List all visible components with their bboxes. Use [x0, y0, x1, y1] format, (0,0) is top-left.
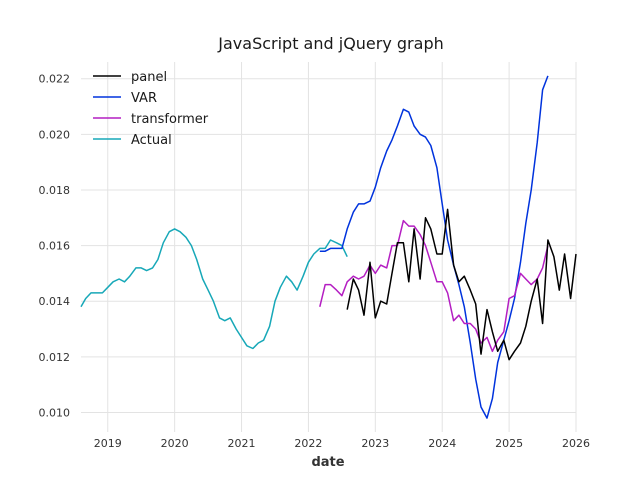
- legend-label: transformer: [131, 112, 209, 127]
- legend: panel VAR transformer Actual: [93, 70, 209, 148]
- series-line-transformer: [319, 219, 549, 353]
- x-tick-label: 2024: [428, 437, 456, 450]
- chart-title: JavaScript and jQuery graph: [217, 34, 443, 53]
- series-line-panel: [346, 208, 577, 361]
- legend-label: panel: [131, 70, 167, 85]
- x-tick-label: 2026: [562, 437, 590, 450]
- series-line-var: [319, 75, 549, 419]
- y-tick-label: 0.010: [39, 407, 71, 420]
- legend-label: VAR: [131, 91, 157, 106]
- legend-item: panel: [93, 70, 167, 85]
- x-tick-label: 2021: [228, 437, 256, 450]
- y-tick-label: 0.014: [39, 295, 71, 308]
- x-tick-label: 2025: [495, 437, 523, 450]
- x-tick-label: 2019: [94, 437, 122, 450]
- series-line-actual: [80, 228, 348, 350]
- y-tick-label: 0.012: [39, 351, 71, 364]
- x-tick-label: 2022: [294, 437, 322, 450]
- x-axis-label: date: [311, 455, 344, 470]
- legend-item: Actual: [93, 133, 172, 148]
- y-tick-label: 0.018: [39, 184, 71, 197]
- legend-item: transformer: [93, 112, 209, 127]
- legend-item: VAR: [93, 91, 157, 106]
- x-axis-ticks: 2019 2020 2021 2022 2023 2024 2025 2026: [94, 437, 590, 450]
- grid-lines: [81, 62, 577, 432]
- x-tick-label: 2020: [161, 437, 189, 450]
- x-tick-label: 2023: [361, 437, 389, 450]
- series-lines: [80, 75, 577, 419]
- y-tick-label: 0.016: [39, 240, 71, 253]
- y-tick-label: 0.022: [39, 73, 71, 86]
- y-axis-ticks: 0.010 0.012 0.014 0.016 0.018 0.020 0.022: [39, 73, 71, 420]
- legend-label: Actual: [131, 133, 172, 148]
- y-tick-label: 0.020: [39, 128, 71, 141]
